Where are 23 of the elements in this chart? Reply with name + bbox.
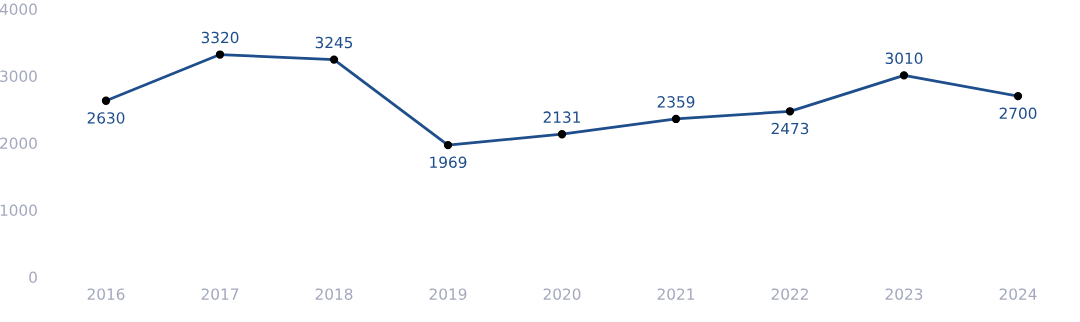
y-tick-label: 1000	[0, 204, 37, 217]
y-tick-label: 4000	[0, 3, 37, 16]
data-label: 2630	[87, 112, 125, 124]
y-tick-label: 3000	[0, 70, 37, 83]
y-tick-label: 0	[29, 271, 37, 284]
x-tick-label: 2023	[885, 288, 923, 300]
x-tick-label: 2017	[201, 288, 239, 300]
data-label: 2131	[543, 111, 581, 123]
x-tick-label: 2020	[543, 288, 581, 300]
data-label: 3245	[315, 36, 353, 49]
data-label: 3010	[885, 52, 923, 65]
data-label: 2473	[771, 122, 809, 135]
x-tick-label: 2019	[429, 288, 467, 300]
data-label: 3320	[201, 31, 239, 44]
x-tick-label: 2022	[771, 288, 808, 300]
x-tick-label: 2021	[657, 288, 695, 300]
x-tick-label: 2024	[999, 288, 1037, 300]
y-tick-label: 2000	[0, 137, 37, 150]
data-label: 2700	[999, 107, 1037, 120]
data-label: 1969	[430, 156, 467, 169]
x-tick-label: 2016	[87, 288, 125, 300]
x-tick-label: 2018	[315, 288, 353, 300]
data-label: 2359	[657, 96, 695, 108]
